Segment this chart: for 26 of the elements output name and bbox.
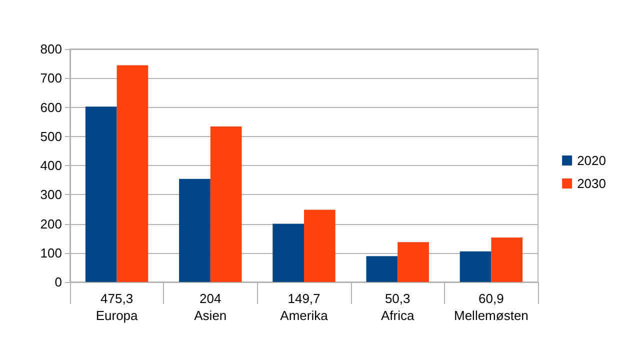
bar (210, 126, 242, 282)
bar (366, 256, 398, 282)
bar (116, 65, 148, 282)
y-tick-label: 700 (40, 70, 62, 86)
bar (460, 251, 492, 282)
y-tick-label: 600 (40, 100, 62, 115)
x-tick-label: 475,3 Europa (96, 291, 139, 323)
bar (398, 242, 429, 282)
legend-label: 2020 (577, 153, 606, 168)
bar (491, 237, 523, 282)
bar (304, 210, 336, 282)
x-tick-label: 149,7 Amerika (280, 291, 329, 323)
x-tick-label: 50,3 Africa (380, 291, 415, 323)
y-tick-label: 200 (40, 216, 62, 232)
bar (179, 178, 210, 282)
x-tick-label: 60,9 Mellemøsten (454, 291, 528, 323)
bar (272, 224, 304, 282)
y-tick-label: 400 (40, 158, 62, 173)
y-tick-label: 500 (40, 128, 62, 144)
y-tick-label: 300 (40, 187, 62, 202)
legend-label: 2030 (577, 176, 606, 191)
y-tick-label: 0 (54, 274, 62, 290)
x-tick-label: 204 Asien (194, 291, 227, 323)
y-tick-label: 100 (40, 245, 62, 260)
bar (85, 106, 117, 282)
y-tick-label: 800 (40, 42, 62, 56)
